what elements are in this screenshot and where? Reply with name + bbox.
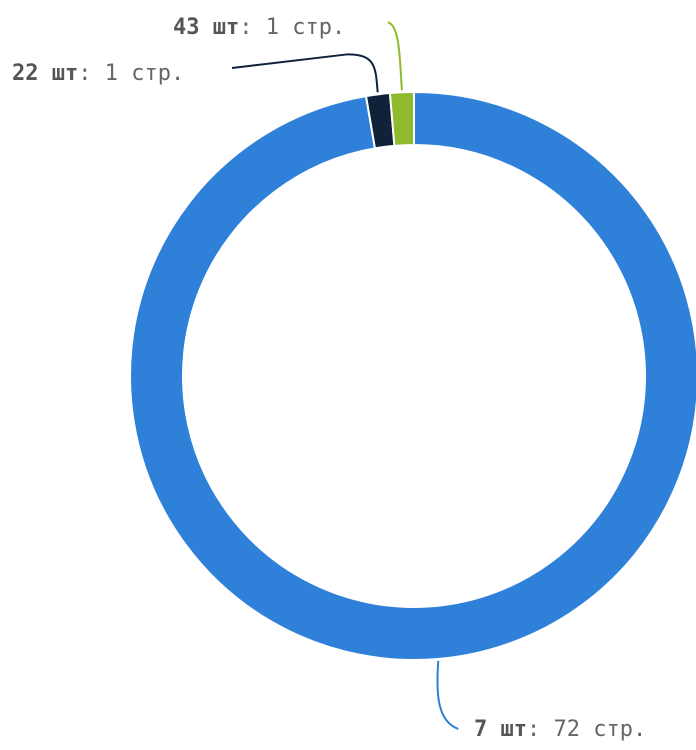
leader-lines-layer bbox=[231, 21, 459, 730]
donut-slice bbox=[129, 90, 696, 661]
slice-leader-line bbox=[231, 53, 379, 93]
slice-leader-line bbox=[387, 21, 403, 91]
slices-layer bbox=[129, 90, 696, 661]
slice-label-name: 43 шт bbox=[173, 15, 239, 40]
slice-label-name: 22 шт bbox=[12, 61, 78, 86]
slice-label-value: : 72 стр. bbox=[527, 717, 646, 742]
slice-label: 7 шт: 72 стр. bbox=[474, 717, 646, 742]
slice-leader-line bbox=[436, 660, 459, 730]
slice-label-value: : 1 стр. bbox=[78, 61, 184, 86]
slice-label: 22 шт: 1 стр. bbox=[12, 61, 184, 86]
slice-labels-layer: 7 шт: 72 стр.22 шт: 1 стр.43 шт: 1 стр. bbox=[12, 15, 646, 742]
slice-label: 43 шт: 1 стр. bbox=[173, 15, 345, 40]
slice-label-value: : 1 стр. bbox=[239, 15, 345, 40]
slice-label-name: 7 шт bbox=[474, 717, 527, 742]
donut-slice bbox=[388, 90, 415, 147]
